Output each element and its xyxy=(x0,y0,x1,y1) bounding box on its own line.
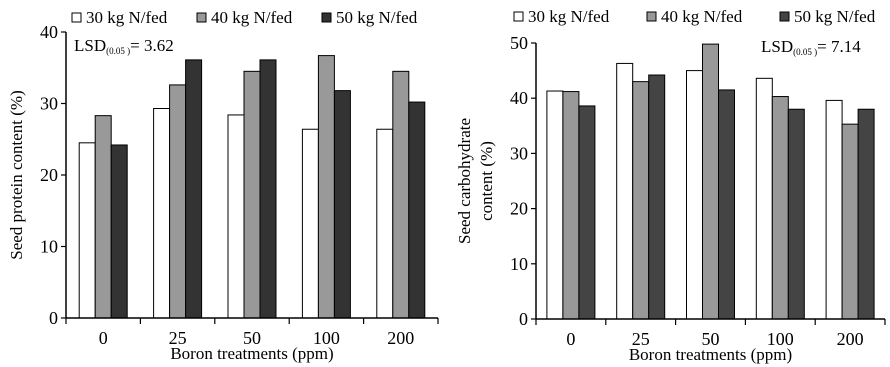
bar-1-25-2 xyxy=(169,84,187,319)
x-axis-label: Boron treatments (ppm) xyxy=(170,344,333,363)
y-tick-label: 20 xyxy=(40,165,58,185)
bar-2-200-3 xyxy=(857,108,875,320)
legend-swatch xyxy=(779,11,790,22)
legend-swatch xyxy=(321,12,332,23)
legend-label: 30 kg N/fed xyxy=(528,7,610,26)
bar-2-100-2 xyxy=(771,96,789,320)
legend-label: 40 kg N/fed xyxy=(211,8,293,27)
y-tick-label: 0 xyxy=(49,308,58,328)
bar-1-0-2 xyxy=(94,115,112,319)
lsd-annotation: LSD(0.05 )= 7.14 xyxy=(761,37,861,57)
bar-1-200-2 xyxy=(392,70,410,319)
bar-2-100-3 xyxy=(787,108,805,320)
bar-1-50-1 xyxy=(227,114,245,319)
y-tick-label: 30 xyxy=(510,143,528,163)
y-axis-label: Seed carbohydrate xyxy=(455,118,474,244)
bar-1-200-1 xyxy=(376,128,394,319)
bar-1-25-1 xyxy=(153,108,171,319)
x-tick-label: 200 xyxy=(387,328,414,348)
legend-label: 30 kg N/fed xyxy=(86,8,168,27)
x-tick-label: 25 xyxy=(169,328,187,348)
bar-2-50-2 xyxy=(702,43,719,320)
bar-1-100-1 xyxy=(301,128,319,319)
bar-1-200-3 xyxy=(408,101,426,319)
bar-1-100-2 xyxy=(317,55,335,319)
legend-label: 50 kg N/fed xyxy=(336,8,418,27)
x-tick-label: 0 xyxy=(566,329,575,349)
bar-1-50-3 xyxy=(259,59,277,319)
bar-2-0-1 xyxy=(546,90,564,320)
y-tick-label: 40 xyxy=(40,22,58,42)
x-tick-label: 200 xyxy=(837,329,864,349)
y-axis-label: content (%) xyxy=(477,141,496,221)
lsd-annotation: LSD(0.05 )= 3.62 xyxy=(74,36,174,56)
legend-label: 50 kg N/fed xyxy=(794,7,876,26)
legend-swatch xyxy=(513,11,524,22)
legend: 30 kg N/fed 40 kg N/fed 50 kg N/fed xyxy=(71,8,418,27)
legend-label: 40 kg N/fed xyxy=(661,7,743,26)
x-tick-label: 50 xyxy=(243,328,261,348)
y-axis-label: Seed protein content (%) xyxy=(7,90,26,259)
y-tick-label: 50 xyxy=(510,33,528,53)
x-axis-label: Boron treatments (ppm) xyxy=(629,345,792,364)
y-tick-label: 20 xyxy=(510,199,528,219)
bar-2-0-3 xyxy=(578,105,596,320)
y-tick-label: 0 xyxy=(519,309,528,329)
bar-1-0-1 xyxy=(78,142,96,319)
y-tick-label: 40 xyxy=(510,88,528,108)
y-tick-label: 10 xyxy=(40,237,58,257)
y-tick-label: 10 xyxy=(510,254,528,274)
x-tick-label: 25 xyxy=(632,329,650,349)
x-tick-label: 0 xyxy=(99,328,108,348)
legend-swatch xyxy=(196,12,207,23)
x-tick-label: 50 xyxy=(702,329,720,349)
bar-1-0-3 xyxy=(110,144,128,319)
bar-2-50-1 xyxy=(686,70,703,320)
bar-2-200-1 xyxy=(825,99,843,320)
chart-1: 0 10 20 30 40 0 25 50 100 200 Boron treatments (pp… xyxy=(7,8,439,363)
bar-2-0-2 xyxy=(562,91,580,320)
bar-2-50-3 xyxy=(718,89,735,320)
bar-2-25-1 xyxy=(616,62,634,320)
legend-swatch xyxy=(71,12,82,23)
x-tick-label: 100 xyxy=(313,328,340,348)
chart-2: 0 10 20 30 40 50 0 25 50 100 200 Boron treatments (… xyxy=(455,7,886,364)
bar-1-100-3 xyxy=(333,90,351,319)
legend-swatch xyxy=(646,11,657,22)
bar-1-50-2 xyxy=(243,70,261,319)
y-tick-label: 30 xyxy=(40,94,58,114)
x-tick-label: 100 xyxy=(767,329,794,349)
bar-2-25-2 xyxy=(632,81,650,320)
bar-2-100-1 xyxy=(755,77,773,320)
legend: 30 kg N/fed 40 kg N/fed 50 kg N/fed xyxy=(513,7,876,26)
bar-2-25-3 xyxy=(648,74,666,320)
bar-2-200-2 xyxy=(841,123,859,320)
bar-1-25-3 xyxy=(185,59,203,319)
